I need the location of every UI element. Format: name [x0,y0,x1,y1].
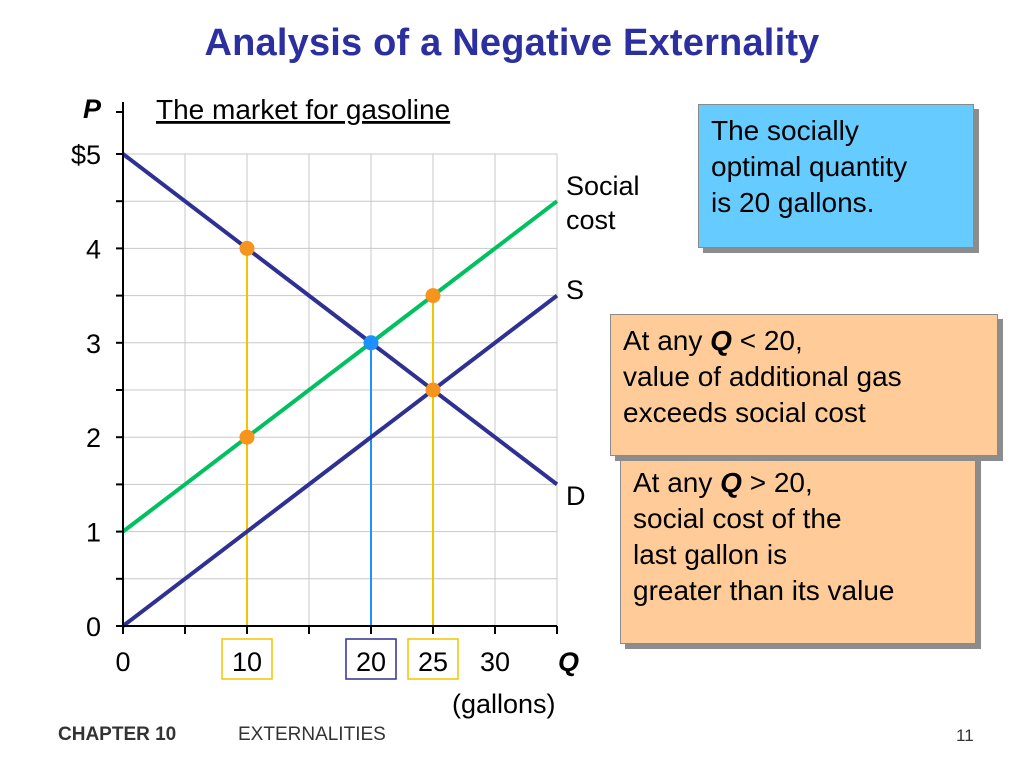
y-axis-title: P [83,94,102,124]
callout-optimal-line1: The socially [711,115,859,146]
callout-less-than: At any Q < 20, value of additional gas e… [610,314,998,456]
x-tick-label: 20 [356,647,386,677]
curves [121,152,559,628]
data-point [239,240,255,256]
callout-greater-line1: At any Q > 20, [633,467,813,498]
callout-optimal-line3: is 20 gallons. [711,187,875,218]
grid [123,153,558,626]
y-tick-label: 0 [86,612,101,642]
y-tick-label: 1 [86,518,101,548]
y-tick-label: $5 [71,140,101,170]
series-label-s: S [566,275,584,305]
y-tick-label: 3 [86,329,101,359]
series-label-d: D [566,481,586,511]
x-tick-label-box [407,638,459,680]
callout-greater-than: At any Q > 20, social cost of the last g… [620,456,976,644]
chart-title: The market for gasoline [156,94,450,125]
page-number: 11 [956,726,974,745]
data-point [425,382,441,398]
callout-greater-line2: social cost of the [633,503,842,534]
series-label-social-cost-line1: Social [566,171,640,201]
ticks: 0 1 2 3 4 $5 0 10 20 25 30 [71,111,558,680]
data-point [425,288,441,304]
footer-chapter: CHAPTER 10 [58,724,177,745]
points [239,240,441,445]
callout-greater-line3: last gallon is [633,539,788,570]
callout-less-line2: value of additional gas [623,361,902,392]
x-axis-title: Q [558,647,579,677]
callout-optimal-line2: optimal quantity [711,151,908,182]
data-point [363,335,379,351]
series-label-social-cost-line2: cost [566,205,616,235]
callout-less-line1: At any Q < 20, [623,325,803,356]
callout-optimal-quantity: The socially optimal quantity is 20 gall… [698,104,974,248]
x-tick-label: 30 [480,647,510,677]
x-tick-label: 10 [232,647,262,677]
y-tick-label: 2 [86,423,101,453]
x-tick-label: 0 [115,647,130,677]
y-tick-label: 4 [86,234,101,264]
series-line-d [121,152,559,486]
x-tick-label: 25 [418,647,448,677]
x-axis-unit: (gallons) [452,689,556,719]
callout-greater-line4: greater than its value [633,575,895,606]
callout-less-line3: exceeds social cost [623,397,866,428]
slide-title: Analysis of a Negative Externality [204,22,820,64]
x-tick-label-box [345,638,397,680]
series-line-s [121,294,559,628]
x-tick-label-box [221,638,273,680]
axes [122,102,557,627]
series-line-social-cost [121,199,559,534]
footer-topic: EXTERNALITIES [238,724,386,745]
data-point [239,429,255,445]
